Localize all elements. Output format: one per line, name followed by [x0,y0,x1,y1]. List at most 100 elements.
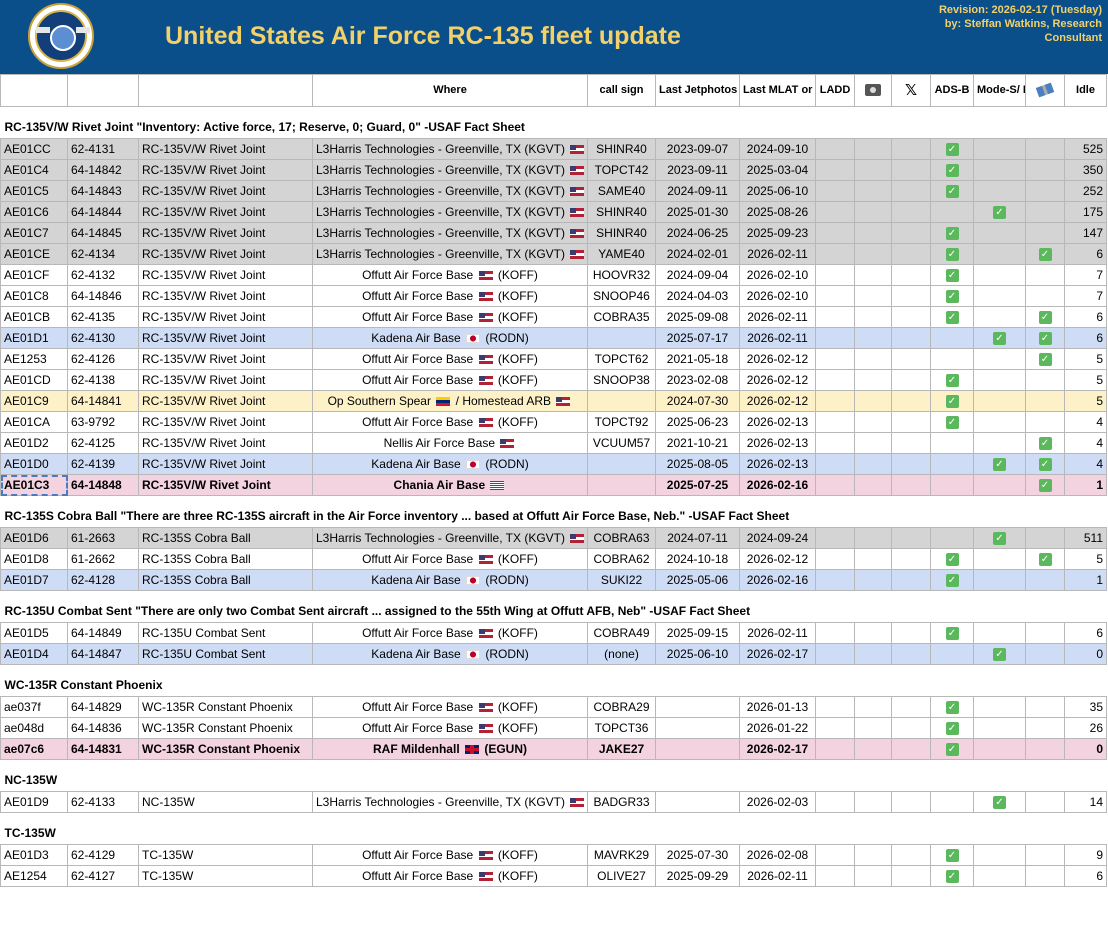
camera-cell[interactable] [854,306,892,328]
x-cell[interactable] [891,569,931,591]
type-cell[interactable]: WC-135R Constant Phoenix [138,738,313,760]
serial-cell[interactable]: 62-4125 [67,432,139,454]
where-cell[interactable]: Op Southern Spear / Homestead ARB [312,390,588,412]
satellite-cell[interactable]: ✓ [1025,306,1065,328]
modes-mlat-cell[interactable] [973,222,1026,244]
ladd-cell[interactable] [815,180,855,202]
adsb-cell[interactable] [930,201,974,223]
satellite-cell[interactable] [1025,791,1065,813]
modes-mlat-cell[interactable]: ✓ [973,791,1026,813]
ladd-cell[interactable] [815,159,855,181]
where-cell[interactable]: Offutt Air Force Base (KOFF) [312,548,588,570]
serial-cell[interactable]: 62-4131 [67,138,139,160]
type-cell[interactable]: NC-135W [138,791,313,813]
satellite-cell[interactable] [1025,643,1065,665]
serial-cell[interactable]: 62-4129 [67,844,139,866]
camera-cell[interactable] [854,569,892,591]
serial-cell[interactable]: 64-14846 [67,285,139,307]
ladd-cell[interactable] [815,791,855,813]
type-cell[interactable]: RC-135V/W Rivet Joint [138,243,313,265]
serial-cell[interactable]: 64-14831 [67,738,139,760]
hex-cell[interactable]: AE01C9 [0,390,68,412]
table-row[interactable]: AE01C3 64-14848 RC-135V/W Rivet Joint Chani… [0,474,1107,496]
hex-cell[interactable]: AE01D7 [0,569,68,591]
satellite-cell[interactable] [1025,159,1065,181]
idle-cell[interactable]: 7 [1064,285,1107,307]
ladd-cell[interactable] [815,306,855,328]
ladd-cell[interactable] [815,548,855,570]
jetphotos-cell[interactable]: 2025-05-06 [655,569,740,591]
x-cell[interactable] [891,369,931,391]
where-cell[interactable]: Offutt Air Force Base (KOFF) [312,348,588,370]
camera-cell[interactable] [854,865,892,887]
jetphotos-cell[interactable]: 2021-05-18 [655,348,740,370]
modes-mlat-cell[interactable] [973,865,1026,887]
satellite-cell[interactable] [1025,717,1065,739]
table-row[interactable]: AE01D4 64-14847 RC-135U Combat Sent Kadena … [0,643,1107,665]
idle-cell[interactable]: 175 [1064,201,1107,223]
camera-cell[interactable] [854,285,892,307]
hex-cell[interactable]: AE01D1 [0,327,68,349]
callsign-cell[interactable]: COBRA63 [587,527,656,549]
where-cell[interactable]: Offutt Air Force Base (KOFF) [312,285,588,307]
mlat-cell[interactable]: 2026-02-08 [739,844,816,866]
table-row[interactable]: AE01D6 61-2663 RC-135S Cobra Ball L3Harris … [0,527,1107,549]
jetphotos-cell[interactable]: 2025-06-10 [655,643,740,665]
hex-cell[interactable]: AE01C6 [0,201,68,223]
modes-mlat-cell[interactable] [973,348,1026,370]
camera-cell[interactable] [854,432,892,454]
satellite-cell[interactable] [1025,569,1065,591]
modes-mlat-cell[interactable] [973,474,1026,496]
idle-cell[interactable]: 4 [1064,411,1107,433]
x-cell[interactable] [891,453,931,475]
adsb-cell[interactable]: ✓ [930,865,974,887]
jetphotos-cell[interactable] [655,791,740,813]
table-row[interactable]: AE01C4 64-14842 RC-135V/W Rivet Joint L3Har… [0,159,1107,181]
hex-cell[interactable]: AE1253 [0,348,68,370]
jetphotos-cell[interactable]: 2023-09-07 [655,138,740,160]
adsb-cell[interactable] [930,643,974,665]
hex-cell[interactable]: AE01D2 [0,432,68,454]
camera-cell[interactable] [854,527,892,549]
type-cell[interactable]: RC-135V/W Rivet Joint [138,264,313,286]
mlat-cell[interactable]: 2026-02-11 [739,243,816,265]
camera-cell[interactable] [854,348,892,370]
callsign-cell[interactable]: (none) [587,643,656,665]
serial-cell[interactable]: 62-4132 [67,264,139,286]
modes-mlat-cell[interactable] [973,569,1026,591]
camera-cell[interactable] [854,264,892,286]
modes-mlat-cell[interactable] [973,285,1026,307]
modes-mlat-cell[interactable]: ✓ [973,453,1026,475]
hex-cell[interactable]: AE01CC [0,138,68,160]
callsign-cell[interactable]: YAME40 [587,243,656,265]
callsign-cell[interactable]: SUKI22 [587,569,656,591]
jetphotos-cell[interactable]: 2025-06-23 [655,411,740,433]
serial-cell[interactable]: 62-4130 [67,327,139,349]
mlat-cell[interactable]: 2026-02-11 [739,622,816,644]
modes-mlat-cell[interactable] [973,622,1026,644]
callsign-cell[interactable]: MAVRK29 [587,844,656,866]
ladd-cell[interactable] [815,696,855,718]
camera-cell[interactable] [854,180,892,202]
mlat-cell[interactable]: 2025-06-10 [739,180,816,202]
type-cell[interactable]: RC-135V/W Rivet Joint [138,201,313,223]
table-row[interactable]: AE01CD 62-4138 RC-135V/W Rivet Joint Offutt… [0,369,1107,391]
adsb-cell[interactable]: ✓ [930,390,974,412]
ladd-cell[interactable] [815,432,855,454]
type-cell[interactable]: RC-135V/W Rivet Joint [138,327,313,349]
table-row[interactable]: AE01D8 61-2662 RC-135S Cobra Ball Offutt Ai… [0,548,1107,570]
camera-cell[interactable] [854,327,892,349]
camera-cell[interactable] [854,738,892,760]
modes-mlat-cell[interactable] [973,369,1026,391]
mlat-cell[interactable]: 2025-08-26 [739,201,816,223]
modes-mlat-cell[interactable] [973,138,1026,160]
satellite-cell[interactable]: ✓ [1025,432,1065,454]
where-cell[interactable]: L3Harris Technologies - Greenville, TX (… [312,791,588,813]
callsign-cell[interactable]: SNOOP46 [587,285,656,307]
type-cell[interactable]: TC-135W [138,865,313,887]
satellite-cell[interactable] [1025,696,1065,718]
adsb-cell[interactable]: ✓ [930,569,974,591]
jetphotos-cell[interactable]: 2024-04-03 [655,285,740,307]
hex-cell[interactable]: AE01D8 [0,548,68,570]
callsign-cell[interactable]: TOPCT42 [587,159,656,181]
